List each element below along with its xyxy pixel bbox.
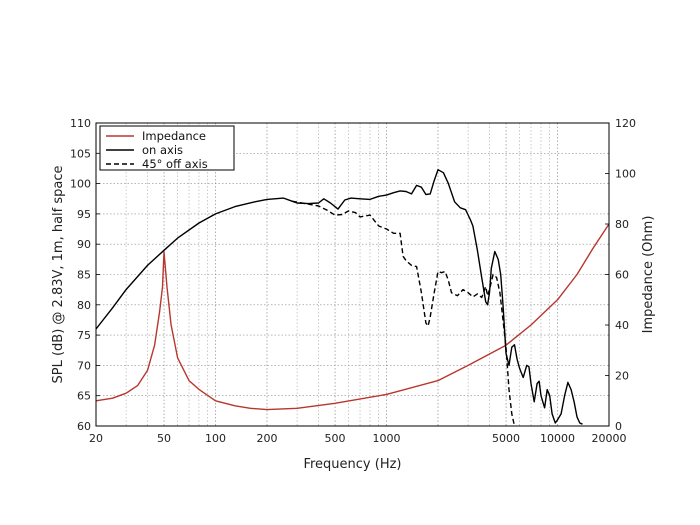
x-tick-label: 5000: [492, 432, 520, 445]
x-tick-label: 20: [89, 432, 103, 445]
y-tick-label: 70: [77, 359, 91, 372]
y-tick-label: 100: [70, 178, 91, 191]
x-tick-label: 100: [205, 432, 226, 445]
y2-tick-label: 60: [615, 269, 629, 282]
x-tick-label: 50: [157, 432, 171, 445]
y-tick-label: 65: [77, 390, 91, 403]
x-tick-label: 10000: [540, 432, 575, 445]
y-tick-label: 110: [70, 117, 91, 130]
x-tick-label: 20000: [592, 432, 627, 445]
y2-tick-label: 100: [615, 168, 636, 181]
y2-tick-label: 0: [615, 420, 622, 433]
series-line-45-off-axis: [291, 200, 516, 427]
series-line-on-axis: [95, 169, 583, 425]
x-axis-title: Frequency (Hz): [303, 457, 401, 472]
y-tick-label: 85: [77, 269, 91, 282]
y2-tick-label: 120: [615, 117, 636, 130]
y-tick-label: 105: [70, 147, 91, 160]
legend-label-on-axis: on axis: [142, 143, 183, 157]
y2-axis-title: Impedance (Ohm): [641, 216, 656, 334]
series-line-impedance: [95, 223, 610, 411]
y-tick-label: 80: [77, 299, 91, 312]
y-axis-title: SPL (dB) @ 2.83V, 1m, half space: [51, 165, 66, 383]
legend-label-45-off-axis: 45° off axis: [142, 157, 208, 171]
y2-tick-label: 20: [615, 370, 629, 383]
y-tick-label: 75: [77, 329, 91, 342]
grid: [96, 123, 609, 426]
series-layer: [95, 169, 610, 427]
x-tick-label: 200: [257, 432, 278, 445]
x-tick-label: 1000: [373, 432, 401, 445]
legend: Impedance on axis 45° off axis: [99, 125, 235, 171]
y-tick-label: 95: [77, 208, 91, 221]
x-tick-label: 500: [325, 432, 346, 445]
tick-layer: 60 65 70 75 80 85 90 95 100 105 110 0 20 40 60 80 100 120…: [70, 117, 636, 445]
y2-tick-label: 40: [615, 319, 629, 332]
y2-tick-label: 80: [615, 218, 629, 231]
y-tick-label: 90: [77, 238, 91, 251]
legend-label-impedance: Impedance: [142, 129, 206, 143]
y-tick-label: 60: [77, 420, 91, 433]
legend-box: [99, 125, 235, 171]
